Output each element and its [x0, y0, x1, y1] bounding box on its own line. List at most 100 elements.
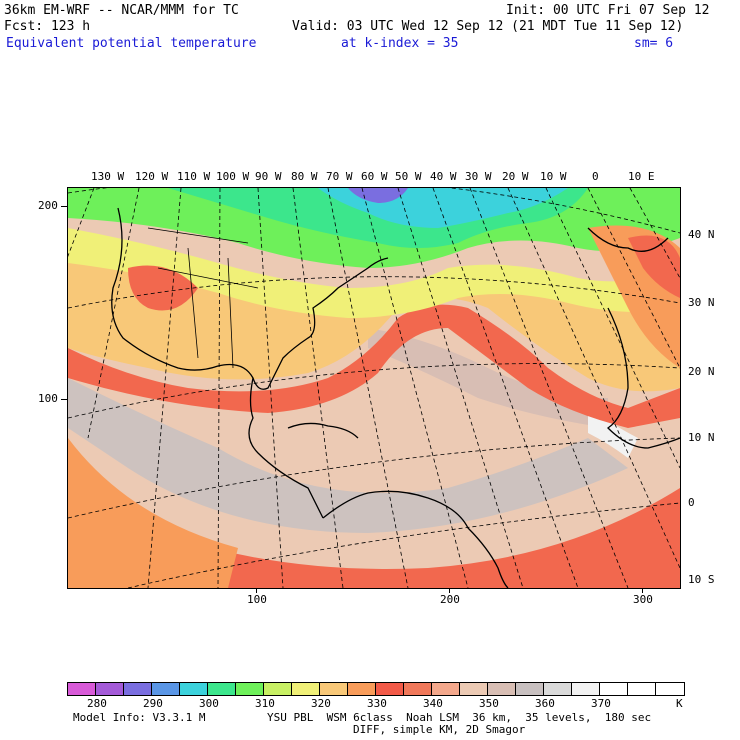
- lat-line-30n: [68, 276, 680, 309]
- y-tick: [61, 399, 67, 400]
- colorbar-cell: [600, 683, 628, 695]
- forecast-hour: Fcst: 123 h: [4, 19, 91, 34]
- lon-label: 10 E: [628, 170, 655, 183]
- valid-time: Valid: 03 UTC Wed 12 Sep 12 (21 MDT Tue …: [292, 19, 684, 34]
- lon-label: 90 W: [255, 170, 282, 183]
- equivalent-potential-temperature-map: [68, 188, 680, 588]
- colorbar-label: 360: [535, 697, 555, 710]
- model-title: 36km EM-WRF -- NCAR/MMM for TC: [4, 3, 239, 18]
- colorbar-label: 350: [479, 697, 499, 710]
- map-frame: [67, 187, 681, 589]
- graticule: [68, 188, 680, 588]
- field-band-yellow: [68, 228, 680, 318]
- grid-x-label: 100: [247, 593, 267, 606]
- lon-line: [629, 188, 680, 279]
- lon-line: [68, 188, 95, 257]
- grid-x-label: 300: [633, 593, 653, 606]
- colorbar-unit: K: [676, 697, 683, 710]
- colorbar-cell: [96, 683, 124, 695]
- grid-y-label: 100: [38, 392, 58, 405]
- colorbar-cell: [180, 683, 208, 695]
- central-america-coast: [248, 377, 324, 519]
- colorbar-cell: [236, 683, 264, 695]
- colorbar-cell: [152, 683, 180, 695]
- field-hot-spot-west: [128, 265, 198, 311]
- x-tick: [642, 587, 643, 593]
- lon-label: 0: [592, 170, 599, 183]
- africa-coast: [606, 307, 680, 449]
- colorbar-cell: [572, 683, 600, 695]
- state-borders: [147, 227, 259, 369]
- colorbar-cell: [628, 683, 656, 695]
- caribbean-islands: [287, 422, 359, 439]
- lon-label: 120 W: [135, 170, 169, 183]
- lat-label: 30 N: [688, 296, 715, 309]
- colorbar-cell: [404, 683, 432, 695]
- lon-label: 60 W: [361, 170, 388, 183]
- colorbar: [67, 682, 685, 696]
- colorbar-cell: [320, 683, 348, 695]
- x-tick: [449, 587, 450, 593]
- lat-line-40n: [68, 188, 680, 234]
- lon-line: [545, 188, 680, 469]
- lat-label: 20 N: [688, 365, 715, 378]
- colorbar-label: 370: [591, 697, 611, 710]
- colorbar-label: 330: [367, 697, 387, 710]
- colorbar-label: 300: [199, 697, 219, 710]
- colorbar-label: 310: [255, 697, 275, 710]
- field-name: Equivalent potential temperature: [6, 36, 257, 51]
- lon-label: 130 W: [91, 170, 125, 183]
- level-info: at k-index = 35: [341, 36, 459, 51]
- field-band-orange-sw: [68, 438, 238, 588]
- lon-label: 50 W: [395, 170, 422, 183]
- field-zone-grey: [68, 378, 628, 533]
- lat-line-0: [127, 502, 680, 588]
- lat-line-10n: [68, 437, 680, 519]
- lon-label: 30 W: [465, 170, 492, 183]
- north-america-coast: [111, 207, 389, 390]
- lat-label: 10 S: [688, 573, 715, 586]
- lon-line: [361, 188, 469, 588]
- lat-label: 0: [688, 496, 695, 509]
- colorbar-cell: [348, 683, 376, 695]
- colorbar-cell: [376, 683, 404, 695]
- lon-line: [147, 188, 182, 588]
- south-america-north-coast: [322, 490, 509, 588]
- colorbar-cell: [124, 683, 152, 695]
- colorbar-cell: [208, 683, 236, 695]
- colorbar-label: 320: [311, 697, 331, 710]
- physics-info: YSU PBL WSM 6class Noah LSM 36 km, 35 le…: [267, 711, 652, 724]
- colorbar-label: 340: [423, 697, 443, 710]
- lon-line: [587, 188, 680, 369]
- y-tick: [61, 206, 67, 207]
- colorbar-cell: [432, 683, 460, 695]
- lon-label: 40 W: [430, 170, 457, 183]
- lon-line: [87, 188, 140, 439]
- grid-y-label: 200: [38, 199, 58, 212]
- colorbar-cell: [460, 683, 488, 695]
- lon-line: [257, 188, 284, 588]
- colorbar-cell: [656, 683, 684, 695]
- europe-coast: [587, 227, 669, 252]
- lon-line: [432, 188, 579, 588]
- colorbar-cell: [544, 683, 572, 695]
- colorbar-cell: [516, 683, 544, 695]
- colorbar-label: 290: [143, 697, 163, 710]
- colorbar-cell: [488, 683, 516, 695]
- x-tick: [256, 587, 257, 593]
- lon-line: [469, 188, 629, 588]
- lat-label: 10 N: [688, 431, 715, 444]
- colorbar-cell: [264, 683, 292, 695]
- grid-x-label: 200: [440, 593, 460, 606]
- lon-line: [217, 188, 221, 588]
- model-info: Model Info: V3.3.1 M: [73, 711, 206, 724]
- lon-label: 20 W: [502, 170, 529, 183]
- colorbar-cell: [68, 683, 96, 695]
- diffusion-info: DIFF, simple KM, 2D Smagor: [353, 723, 526, 736]
- coastlines: [111, 207, 680, 588]
- field-belt-red: [68, 304, 680, 428]
- lon-label: 100 W: [216, 170, 250, 183]
- lon-label: 10 W: [540, 170, 567, 183]
- colorbar-label: 280: [87, 697, 107, 710]
- lat-label: 40 N: [688, 228, 715, 241]
